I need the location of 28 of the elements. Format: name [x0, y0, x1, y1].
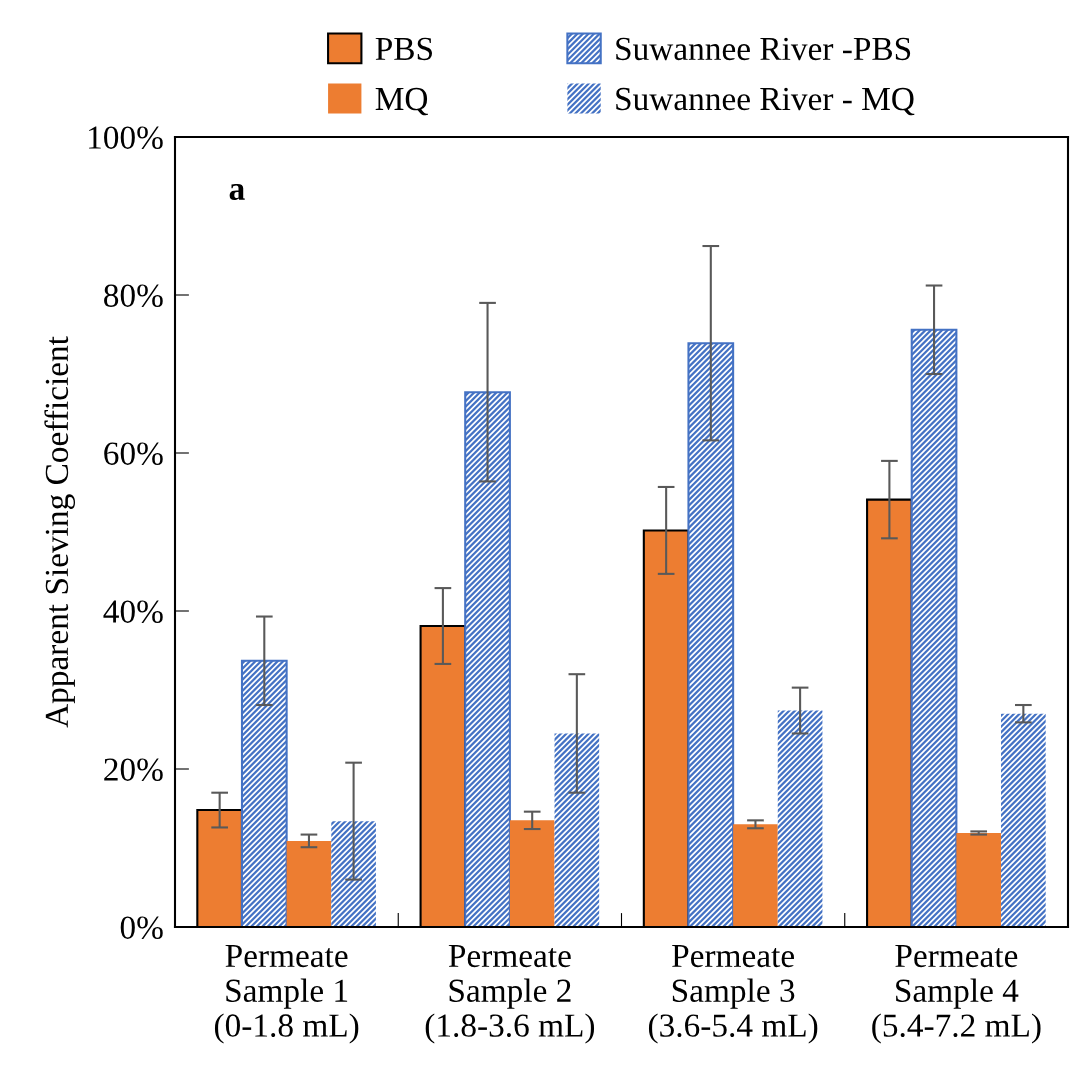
y-tick-label: 40% — [103, 600, 163, 623]
annotation: a — [229, 183, 245, 200]
bar — [286, 840, 332, 927]
x-tick-label: Permeate Sample 1 (0-1.8 mL) — [214, 944, 359, 1044]
legend-label: PBS — [375, 37, 432, 61]
y-tick-label: 80% — [104, 284, 163, 307]
bar — [910, 328, 958, 927]
bar — [240, 659, 288, 927]
legend-label: MQ — [375, 87, 428, 116]
y-tick-label: 20% — [104, 758, 163, 781]
bar — [733, 824, 778, 927]
bar — [956, 832, 1002, 927]
bar — [509, 820, 555, 927]
bar — [1001, 713, 1046, 927]
bar — [554, 733, 600, 927]
x-tick-label: Permeate Sample 2 (1.8-3.6 mL) — [425, 944, 595, 1044]
y-axis-title: Apparent Sieving Coefficient — [44, 336, 76, 728]
y-tick-label: 60% — [104, 442, 163, 465]
legend-label: Suwannee River - MQ — [616, 87, 915, 116]
bar — [777, 710, 823, 927]
x-tick-label: Permeate Sample 3 (3.6-5.4 mL) — [648, 944, 818, 1044]
y-tick-label: 100% — [89, 126, 163, 149]
bar — [687, 342, 735, 927]
x-tick-label: Permeate Sample 4 (5.4-7.2 mL) — [872, 944, 1041, 1044]
bar — [464, 391, 511, 927]
y-tick-label: 0% — [120, 916, 163, 939]
legend-label: Suwannee River -PBS — [616, 37, 911, 61]
bar — [331, 821, 376, 927]
